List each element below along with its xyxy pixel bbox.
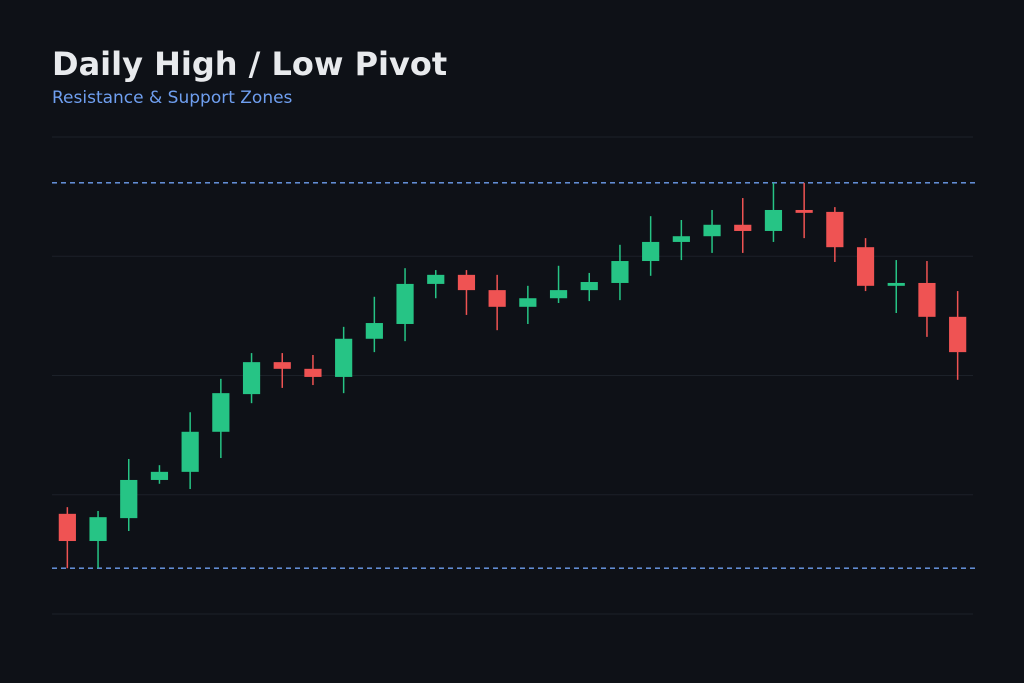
candle-body	[365, 323, 383, 339]
candle-body	[795, 209, 813, 213]
candle-body	[120, 479, 138, 519]
candle-body	[918, 282, 936, 317]
candle-body	[887, 282, 905, 286]
candle-body	[89, 517, 107, 542]
candle-body	[764, 209, 783, 231]
candle-body	[488, 290, 506, 307]
candle-body	[734, 224, 752, 231]
candle-body	[58, 513, 76, 542]
candle-body	[856, 247, 875, 286]
chart-subtitle: Resistance & Support Zones	[52, 88, 293, 108]
candle-body	[427, 274, 445, 284]
candle-body	[549, 290, 568, 299]
candle-body	[611, 261, 629, 283]
candle-body	[212, 393, 230, 432]
candle-body	[580, 282, 598, 291]
candle-body	[335, 338, 353, 377]
candle-body	[273, 362, 291, 369]
candle-body	[703, 224, 721, 237]
candle-body	[181, 431, 199, 472]
candle-body	[642, 241, 660, 262]
candle-body	[519, 298, 537, 307]
candle-body	[672, 236, 690, 242]
candle-body	[150, 471, 169, 480]
candle-body	[949, 316, 967, 353]
candle-body	[242, 362, 261, 395]
candle-body	[304, 368, 322, 377]
candle-body	[396, 283, 414, 324]
chart-title: Daily High / Low Pivot	[52, 45, 447, 83]
candle-body	[457, 274, 476, 291]
candle-body	[826, 211, 844, 248]
